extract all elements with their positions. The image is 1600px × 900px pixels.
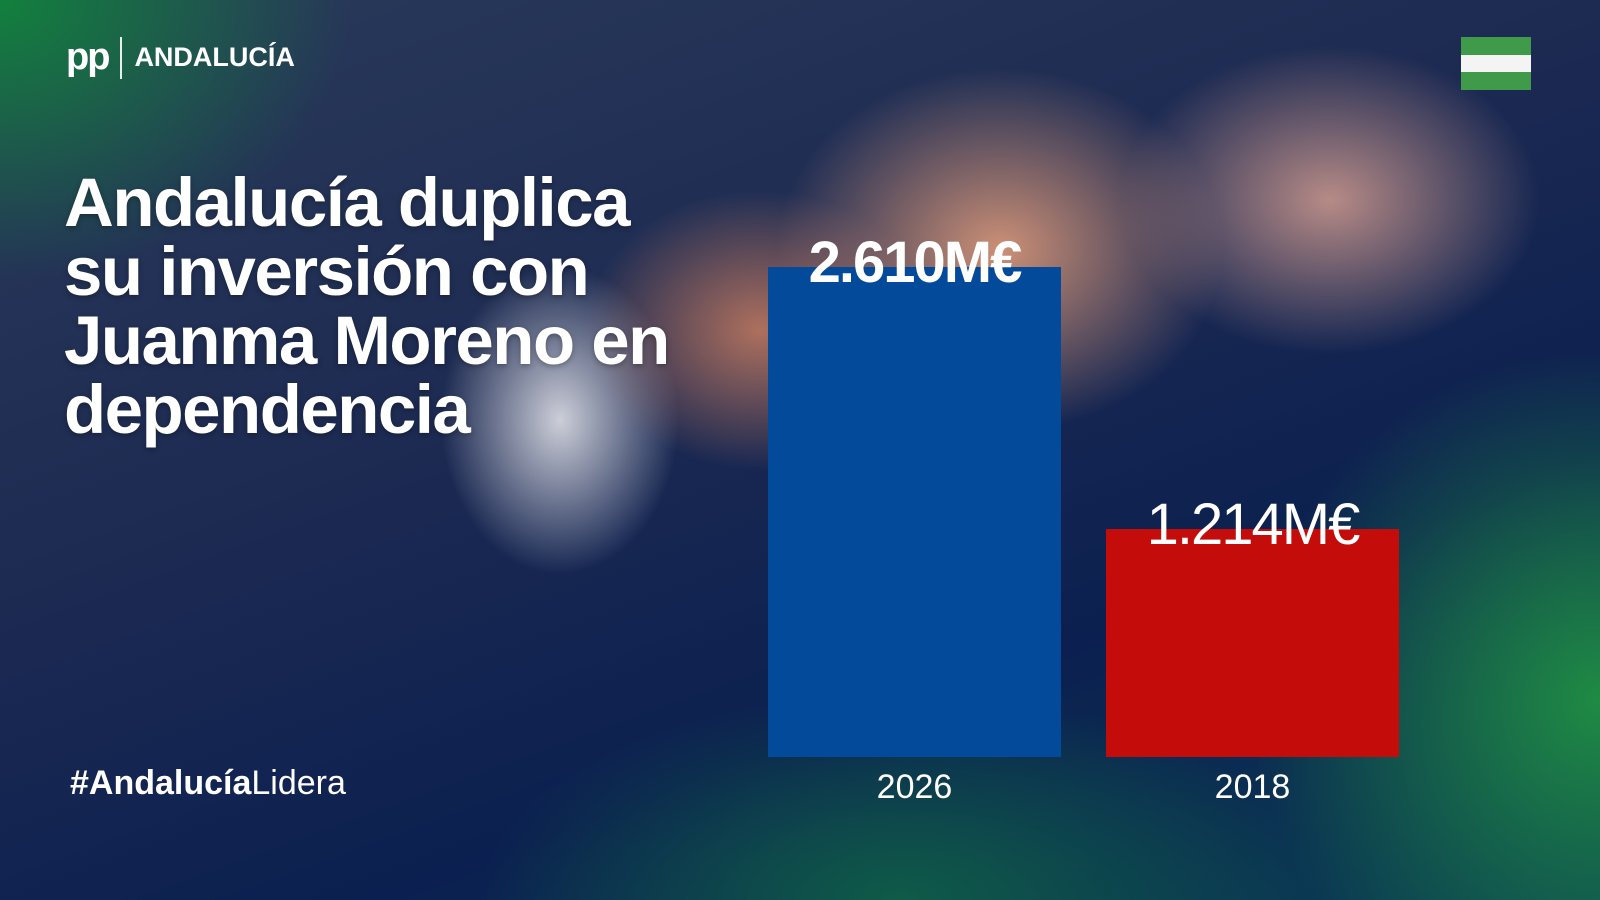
hashtag-regular: Lidera bbox=[251, 764, 346, 802]
hashtag-bold: #Andalucía bbox=[70, 764, 252, 802]
value-label-2018: 1.214M€ bbox=[1146, 492, 1361, 558]
category-label-2026: 2026 bbox=[876, 768, 953, 806]
headline-line: Andalucía duplica bbox=[64, 164, 630, 241]
pp-logo-mark: pp bbox=[66, 36, 110, 78]
headline: Andalucía duplica su inversión con Juanm… bbox=[64, 168, 764, 444]
category-label-2018: 2018 bbox=[1214, 768, 1291, 806]
flag-stripe-middle bbox=[1461, 54, 1531, 73]
andalucia-flag-icon bbox=[1461, 37, 1531, 91]
bar-2026 bbox=[768, 267, 1061, 757]
headline-line: dependencia bbox=[64, 371, 471, 448]
headline-line: su inversión con bbox=[64, 233, 590, 310]
value-label-2026: 2.610M€ bbox=[808, 230, 1023, 295]
flag-stripe-bottom bbox=[1461, 72, 1531, 91]
pp-andalucia-logo: pp ANDALUCÍA bbox=[66, 36, 295, 79]
logo-divider bbox=[120, 36, 123, 79]
bar-2018 bbox=[1106, 529, 1399, 757]
headline-line: Juanma Moreno en bbox=[64, 302, 670, 379]
flag-stripe-top bbox=[1461, 37, 1531, 55]
hashtag: #AndalucíaLidera bbox=[70, 764, 346, 803]
region-label: ANDALUCÍA bbox=[134, 42, 295, 72]
